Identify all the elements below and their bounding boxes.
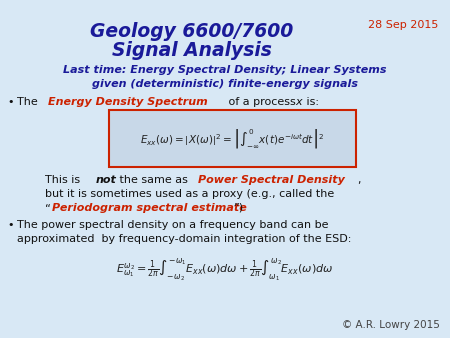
Text: •: • xyxy=(7,97,14,107)
Text: 28 Sep 2015: 28 Sep 2015 xyxy=(368,20,438,30)
Text: The power spectral density on a frequency band can be: The power spectral density on a frequenc… xyxy=(17,220,328,230)
FancyBboxPatch shape xyxy=(109,110,356,167)
Text: This is: This is xyxy=(45,175,84,185)
Text: “: “ xyxy=(45,203,51,213)
Text: Last time: Energy Spectral Density; Linear Systems: Last time: Energy Spectral Density; Line… xyxy=(63,65,387,75)
Text: given (deterministic) finite-energy signals: given (deterministic) finite-energy sign… xyxy=(92,79,358,89)
Text: $E_{xx}(\omega)=\left|X(\omega)\right|^2=\left|\int_{-\infty}^{0}x(t)e^{-i\omega: $E_{xx}(\omega)=\left|X(\omega)\right|^2… xyxy=(140,126,324,149)
Text: Geology 6600/7600: Geology 6600/7600 xyxy=(90,22,293,41)
Text: Signal Analysis: Signal Analysis xyxy=(112,41,272,60)
Text: ,: , xyxy=(357,175,360,185)
Text: of a process: of a process xyxy=(225,97,299,107)
Text: ”): ”) xyxy=(233,203,243,213)
Text: Periodogram spectral estimate: Periodogram spectral estimate xyxy=(52,203,247,213)
Text: Energy Density Spectrum: Energy Density Spectrum xyxy=(48,97,208,107)
Text: x: x xyxy=(295,97,302,107)
Text: approximated  by frequency-domain integration of the ESD:: approximated by frequency-domain integra… xyxy=(17,234,351,244)
Text: The: The xyxy=(17,97,41,107)
Text: is:: is: xyxy=(303,97,319,107)
Text: but it is sometimes used as a proxy (e.g., called the: but it is sometimes used as a proxy (e.g… xyxy=(45,189,334,199)
Text: $E_{\omega_1}^{\omega_2}=\frac{1}{2\pi}\int_{-\omega_2}^{-\omega_1}E_{xx}(\omega: $E_{\omega_1}^{\omega_2}=\frac{1}{2\pi}\… xyxy=(117,257,333,284)
Text: Power Spectral Density: Power Spectral Density xyxy=(198,175,345,185)
Text: the same as: the same as xyxy=(116,175,191,185)
Text: not: not xyxy=(96,175,117,185)
Text: •: • xyxy=(7,220,14,230)
Text: © A.R. Lowry 2015: © A.R. Lowry 2015 xyxy=(342,320,440,330)
